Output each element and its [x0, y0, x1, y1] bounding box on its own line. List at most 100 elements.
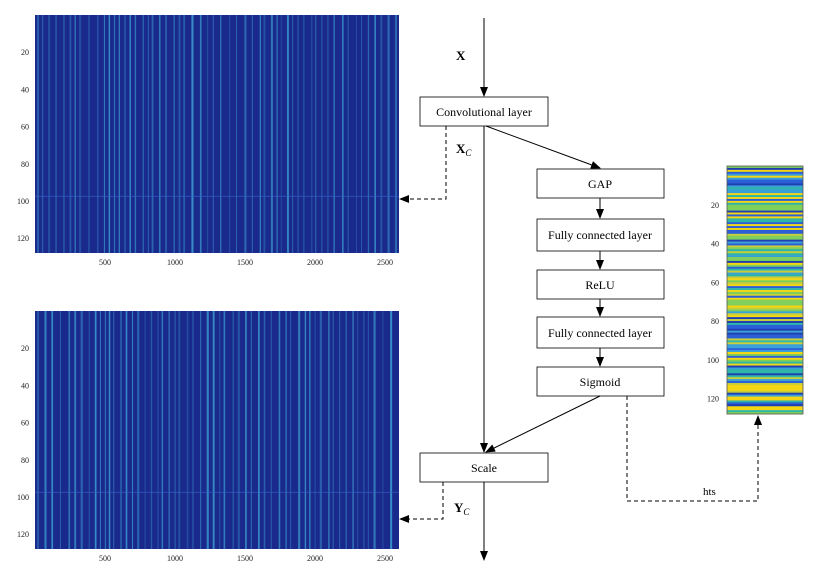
- weights-bar-row: [727, 371, 803, 374]
- heatmap-top-y-axis: 20 40 60 80 100 120: [17, 48, 29, 243]
- weights-bar-row: [727, 216, 803, 219]
- weights-bar-row: [727, 388, 803, 392]
- heatmap-bottom-y-axis: 20 40 60 80 100 120: [17, 344, 29, 539]
- weights-bar-row: [727, 268, 803, 271]
- heatmap-bottom-y-tick: 80: [21, 456, 29, 465]
- xc-var-label: XC: [456, 141, 472, 158]
- weights-bar-row: [727, 383, 803, 386]
- weights-bar-row: [727, 224, 803, 227]
- weights-bar-row: [727, 361, 803, 364]
- weights-bar-row: [727, 253, 803, 256]
- heatmap-top-x-tick: 2500: [377, 258, 393, 267]
- weights-bar-row: [727, 309, 803, 312]
- heatmap-top-x-tick: 500: [99, 258, 111, 267]
- weights-bar-row: [727, 218, 803, 221]
- weights-bar-row: [727, 392, 803, 395]
- weights-bar-row: [727, 288, 803, 291]
- weights-bar-row: [727, 235, 803, 238]
- heatmap-top-x-axis: 500 1000 1500 2000 2500: [99, 258, 393, 267]
- heatmap-bottom: 20 40 60 80 100 120 500 1000 1500 2000 2500: [17, 311, 399, 563]
- weights-bar-row: [727, 166, 803, 169]
- weights-bar: 20 40 60 80 100 120: [707, 165, 804, 415]
- weights-bar-row: [727, 350, 803, 353]
- conv-to-gap-arrow: [485, 125, 601, 169]
- heatmap-top-x-tick: 2000: [307, 258, 323, 267]
- weights-bar-row: [727, 369, 803, 372]
- weights-bar-row: [727, 346, 803, 349]
- weights-bar-row: [727, 195, 803, 198]
- weights-bar-row: [727, 384, 803, 388]
- scale-box: [419, 452, 549, 483]
- weights-bar-row: [727, 400, 803, 403]
- weights-bar-row: [727, 245, 803, 248]
- weights-bar-row: [727, 171, 803, 175]
- weights-bar-row: [727, 167, 803, 171]
- heatmap-top-x-tick: 1500: [237, 258, 253, 267]
- weights-bar-row: [727, 247, 803, 250]
- weights-bar-row: [727, 373, 803, 376]
- weights-bar-row: [727, 197, 803, 200]
- heatmap-bottom-y-tick: 60: [21, 419, 29, 428]
- weights-bar-row: [727, 344, 803, 347]
- weights-bar-row: [727, 379, 803, 382]
- weights-bar-row: [727, 412, 803, 415]
- weights-bar-row: [727, 315, 803, 318]
- weights-bar-row: [727, 394, 803, 397]
- weights-bar-row: [727, 183, 803, 186]
- weights-bar-row: [727, 328, 803, 331]
- heatmap-bottom-x-tick: 2000: [307, 554, 323, 563]
- weights-bar-row: [727, 220, 803, 223]
- weights-bar-row: [727, 282, 803, 285]
- weights-bar-row: [727, 222, 803, 225]
- weights-bar-row: [727, 297, 803, 300]
- weights-bar-y-tick: 120: [707, 395, 719, 404]
- weights-bar-row: [727, 359, 803, 362]
- weights-bar-row: [727, 406, 803, 409]
- heatmap-bottom-x-tick: 1000: [167, 554, 183, 563]
- weights-bar-row: [727, 307, 803, 310]
- heatmap-top-y-tick: 120: [17, 234, 29, 243]
- heatmap-top-y-tick: 80: [21, 160, 29, 169]
- conv-layer-label: Convolutional layer: [436, 105, 532, 119]
- weights-bar-row: [727, 270, 803, 273]
- weights-bar-row: [727, 228, 803, 231]
- weights-bar-row: [727, 291, 803, 295]
- weights-bar-row: [727, 233, 803, 237]
- heatmap-bottom-x-tick: 1500: [237, 554, 253, 563]
- weights-bar-row: [727, 313, 803, 316]
- weights-bar-row: [727, 284, 803, 287]
- heatmap-top-y-tick: 100: [17, 197, 29, 206]
- heatmap-top-y-tick: 40: [21, 85, 29, 94]
- weights-bar-row: [727, 243, 803, 246]
- weights-bar-row: [727, 179, 803, 182]
- heatmap-bottom-y-tick: 120: [17, 530, 29, 539]
- weights-bar-row: [727, 404, 803, 407]
- weights-bar-row: [727, 169, 803, 173]
- fc2-label: Fully connected layer: [548, 326, 652, 340]
- weights-bar-y-tick: 20: [711, 201, 719, 210]
- weights-bar-row: [727, 200, 803, 204]
- heatmap-top-plot: [35, 15, 399, 253]
- heatmap-bottom-x-tick: 2500: [377, 554, 393, 563]
- weights-bar-row: [727, 301, 803, 304]
- heatmap-bottom-y-tick: 40: [21, 381, 29, 390]
- heatmap-bottom-x-axis: 500 1000 1500 2000 2500: [99, 554, 393, 563]
- weights-bar-row: [727, 324, 803, 328]
- weights-bar-row: [727, 290, 803, 293]
- weights-bar-row: [727, 177, 803, 180]
- heatmap-bottom-x-tick: 500: [99, 554, 111, 563]
- heatmap-top-y-tick: 20: [21, 48, 29, 57]
- weights-bar-row: [727, 208, 803, 211]
- heatmap-top-stripes: [35, 15, 399, 253]
- weights-bar-row: [727, 286, 803, 289]
- weights-bar-row: [727, 410, 803, 413]
- input-var-label: X: [456, 48, 466, 63]
- weights-bar-row: [727, 214, 803, 217]
- weights-bar-row: [727, 375, 803, 378]
- weights-bar-row: [727, 408, 803, 411]
- weights-bar-row: [727, 299, 803, 302]
- gap-label: GAP: [588, 177, 612, 191]
- weights-bar-y-axis: 20 40 60 80 100 120: [707, 201, 719, 404]
- scale-label: Scale: [471, 461, 497, 475]
